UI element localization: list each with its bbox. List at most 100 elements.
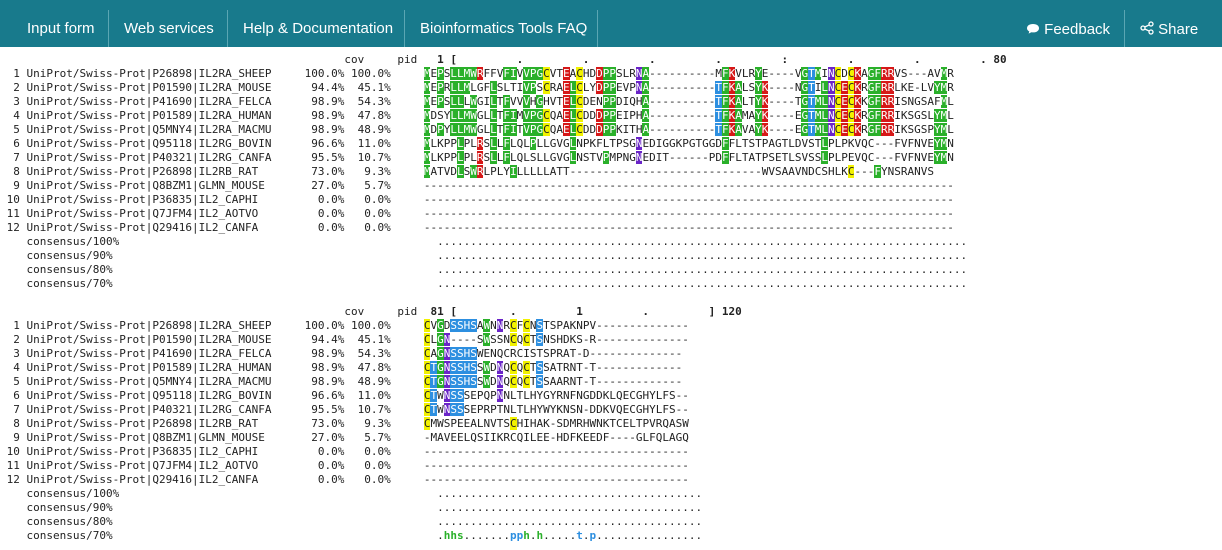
alignment-row: 9 UniProt/Swiss-Prot|Q8BZM1|GLMN_MOUSE 2… <box>0 431 742 445</box>
alignment-block-1: cov pid 1 [ . . . . : . . . 80 1 UniProt… <box>0 53 1007 291</box>
sequence-label[interactable]: 6 UniProt/Swiss-Prot|Q95118|IL2RG_BOVIN … <box>0 389 424 402</box>
sequence-label[interactable]: 1 UniProt/Swiss-Prot|P26898|IL2RA_SHEEP … <box>0 67 424 80</box>
alignment-header-row: cov pid 1 [ . . . . : . . . 80 <box>0 53 1007 67</box>
sequence-residues: ----------------------------------------… <box>423 193 954 206</box>
consensus-label: consensus/80% <box>0 263 438 276</box>
ruler-start-position: 81 <box>423 305 451 318</box>
ruler-end-position: 80 <box>993 53 1007 66</box>
nav-help-documentation[interactable]: Help & Documentation <box>243 20 394 37</box>
comment-icon <box>1026 1 1040 60</box>
alignment-row: 4 UniProt/Swiss-Prot|P01589|IL2RA_HUMAN … <box>0 361 742 375</box>
cov-column-header: cov <box>0 305 378 318</box>
alignment-row: 5 UniProt/Swiss-Prot|Q5MNY4|IL2RA_MACMU … <box>0 375 742 389</box>
nav-bioinformatics-faq[interactable]: Bioinformatics Tools FAQ <box>420 20 588 37</box>
sequence-label[interactable]: 1 UniProt/Swiss-Prot|P26898|IL2RA_SHEEP … <box>0 319 424 332</box>
sequence-residues: MLKPPLPLRSLLFLQLSLLGVGLNSTVPMPNGNEDIT---… <box>423 151 954 164</box>
alignment-row: 11 UniProt/Swiss-Prot|Q7JFM4|IL2_AOTVO 0… <box>0 207 1007 221</box>
consensus-sequence: ........................................… <box>437 263 968 276</box>
sequence-label[interactable]: 2 UniProt/Swiss-Prot|P01590|IL2RA_MOUSE … <box>0 333 424 346</box>
alignment-row: 1 UniProt/Swiss-Prot|P26898|IL2RA_SHEEP … <box>0 319 742 333</box>
sequence-residues: -MAVEELQSIIKRCQILEE-HDFKEEDF----GLFQLAGQ <box>423 431 689 444</box>
consensus-row: consensus/80% ..........................… <box>0 263 1007 277</box>
sequence-residues: MDPYLLMWGLLTFITVPGCQAELCDDDPPKITHA------… <box>423 123 954 136</box>
consensus-sequence: ........................................… <box>437 277 968 290</box>
alignment-row: 2 UniProt/Swiss-Prot|P01590|IL2RA_MOUSE … <box>0 333 742 347</box>
sequence-residues: MEPRLLMLGFLSLTIVPSCRAELCLYDPPEVPNA------… <box>423 81 954 94</box>
sequence-label[interactable]: 3 UniProt/Swiss-Prot|P41690|IL2RA_FELCA … <box>0 347 424 360</box>
sequence-label[interactable]: 9 UniProt/Swiss-Prot|Q8BZM1|GLMN_MOUSE 2… <box>0 179 424 192</box>
sequence-label[interactable]: 7 UniProt/Swiss-Prot|P40321|IL2RG_CANFA … <box>0 151 424 164</box>
sequence-label[interactable]: 3 UniProt/Swiss-Prot|P41690|IL2RA_FELCA … <box>0 95 424 108</box>
alignment-row: 2 UniProt/Swiss-Prot|P01590|IL2RA_MOUSE … <box>0 81 1007 95</box>
nav-divider <box>597 10 598 47</box>
feedback-button[interactable]: Feedback <box>1026 0 1110 47</box>
alignment-row: 11 UniProt/Swiss-Prot|Q7JFM4|IL2_AOTVO 0… <box>0 459 742 473</box>
alignment-row: 3 UniProt/Swiss-Prot|P41690|IL2RA_FELCA … <box>0 347 742 361</box>
sequence-label[interactable]: 4 UniProt/Swiss-Prot|P01589|IL2RA_HUMAN … <box>0 361 424 374</box>
consensus-sequence: ........................................ <box>437 487 703 500</box>
ruler-start-position: 1 <box>423 53 451 66</box>
sequence-residues: CTWNSSSEPRPTNLTLHYWYKNSN-DDKVQECGHYLFS-- <box>423 403 689 416</box>
sequence-residues: CMWSPEEALNVTSCHIHAK-SDMRHWNKTCELTPVRQASW <box>423 417 689 430</box>
alignment-row: 1 UniProt/Swiss-Prot|P26898|IL2RA_SHEEP … <box>0 67 1007 81</box>
share-button[interactable]: Share <box>1140 0 1198 47</box>
sequence-label[interactable]: 9 UniProt/Swiss-Prot|Q8BZM1|GLMN_MOUSE 2… <box>0 431 424 444</box>
consensus-sequence: ........................................… <box>437 235 968 248</box>
sequence-label[interactable]: 8 UniProt/Swiss-Prot|P26898|IL2RB_RAT 73… <box>0 165 424 178</box>
nav-divider <box>227 10 228 47</box>
sequence-residues: CVGDSSHSAWNNRCFCNSTSPAKNPV-------------- <box>423 319 689 332</box>
consensus-label: consensus/100% <box>0 235 438 248</box>
alignment-ruler: [ . 1 . ] <box>450 305 722 318</box>
alignment-header-row: cov pid 81 [ . 1 . ] 120 <box>0 305 742 319</box>
alignment-row: 5 UniProt/Swiss-Prot|Q5MNY4|IL2RA_MACMU … <box>0 123 1007 137</box>
sequence-residues: CAGNSSHSWENQCRCISTSPRAT-D-------------- <box>423 347 683 360</box>
nav-input-form[interactable]: Input form <box>27 20 95 37</box>
alignment-row: 7 UniProt/Swiss-Prot|P40321|IL2RG_CANFA … <box>0 151 1007 165</box>
sequence-residues: ----------------------------------------… <box>423 179 954 192</box>
sequence-residues: MEPSLLMWRFFVFIVVPGCVTEACHDDPPSLRNA------… <box>423 67 954 80</box>
alignment-row: 4 UniProt/Swiss-Prot|P01589|IL2RA_HUMAN … <box>0 109 1007 123</box>
consensus-label: consensus/80% <box>0 515 438 528</box>
consensus-sequence: ........................................ <box>437 515 703 528</box>
sequence-label[interactable]: 4 UniProt/Swiss-Prot|P01589|IL2RA_HUMAN … <box>0 109 424 122</box>
consensus-label: consensus/100% <box>0 487 438 500</box>
sequence-label[interactable]: 11 UniProt/Swiss-Prot|Q7JFM4|IL2_AOTVO 0… <box>0 459 424 472</box>
share-icon <box>1140 1 1154 60</box>
nav-web-services[interactable]: Web services <box>124 20 214 37</box>
consensus-label: consensus/70% <box>0 277 438 290</box>
consensus-row: consensus/90% ..........................… <box>0 501 742 515</box>
sequence-label[interactable]: 8 UniProt/Swiss-Prot|P26898|IL2RB_RAT 73… <box>0 417 424 430</box>
nav-divider <box>404 10 405 47</box>
sequence-residues: MEPSLLLWGILTFVVVHGHVTELCDENPPDIQHA------… <box>423 95 954 108</box>
alignment-row: 8 UniProt/Swiss-Prot|P26898|IL2RB_RAT 73… <box>0 417 742 431</box>
feedback-label: Feedback <box>1044 21 1111 38</box>
sequence-label[interactable]: 2 UniProt/Swiss-Prot|P01590|IL2RA_MOUSE … <box>0 81 424 94</box>
sequence-label[interactable]: 12 UniProt/Swiss-Prot|Q29416|IL2_CANFA 0… <box>0 473 424 486</box>
consensus-label: consensus/90% <box>0 249 438 262</box>
sequence-residues: CTGNSSHSSWDNQCQCTSSATRNT-T------------- <box>423 361 683 374</box>
sequence-label[interactable]: 7 UniProt/Swiss-Prot|P40321|IL2RG_CANFA … <box>0 403 424 416</box>
sequence-label[interactable]: 11 UniProt/Swiss-Prot|Q7JFM4|IL2_AOTVO 0… <box>0 207 424 220</box>
alignment-row: 6 UniProt/Swiss-Prot|Q95118|IL2RG_BOVIN … <box>0 137 1007 151</box>
alignment-row: 12 UniProt/Swiss-Prot|Q29416|IL2_CANFA 0… <box>0 473 742 487</box>
share-label: Share <box>1158 21 1199 38</box>
sequence-label[interactable]: 10 UniProt/Swiss-Prot|P36835|IL2_CAPHI 0… <box>0 445 424 458</box>
ruler-end-position: 120 <box>721 305 742 318</box>
sequence-label[interactable]: 10 UniProt/Swiss-Prot|P36835|IL2_CAPHI 0… <box>0 193 424 206</box>
sequence-label[interactable]: 6 UniProt/Swiss-Prot|Q95118|IL2RG_BOVIN … <box>0 137 424 150</box>
nav-divider <box>108 10 109 47</box>
consensus-row: consensus/70% ..........................… <box>0 277 1007 291</box>
top-navigation-bar: Input form Web services Help & Documenta… <box>0 0 1222 47</box>
sequence-label[interactable]: 12 UniProt/Swiss-Prot|Q29416|IL2_CANFA 0… <box>0 221 424 234</box>
sequence-residues: ----------------------------------------… <box>423 221 954 234</box>
alignment-row: 10 UniProt/Swiss-Prot|P36835|IL2_CAPHI 0… <box>0 445 742 459</box>
consensus-row: consensus/80% ..........................… <box>0 515 742 529</box>
sequence-residues: CTGNSSHSSWDNQCQCTSSAARNT-T------------- <box>423 375 683 388</box>
consensus-row: consensus/100% .........................… <box>0 487 742 501</box>
sequence-label[interactable]: 5 UniProt/Swiss-Prot|Q5MNY4|IL2RA_MACMU … <box>0 123 424 136</box>
consensus-label: consensus/90% <box>0 501 438 514</box>
nav-divider <box>1124 10 1125 47</box>
consensus-sequence: ........................................ <box>437 501 703 514</box>
sequence-label[interactable]: 5 UniProt/Swiss-Prot|Q5MNY4|IL2RA_MACMU … <box>0 375 424 388</box>
sequence-residues: MDSYLLMWGLLTFIMVPGCQAELCDDDPPEIPHA------… <box>423 109 954 122</box>
